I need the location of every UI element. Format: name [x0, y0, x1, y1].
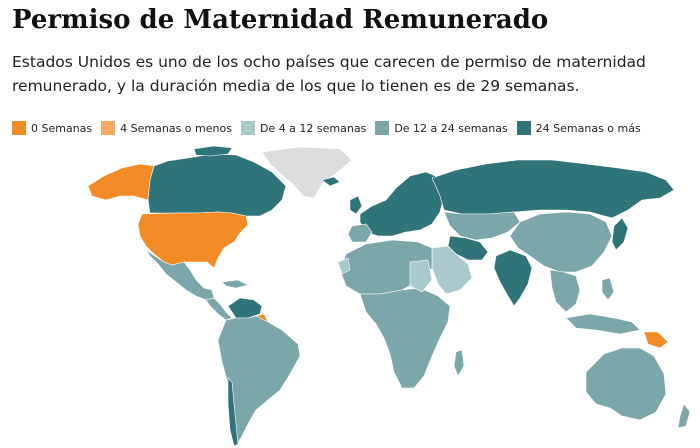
page-subtitle: Estados Unidos es uno de los ocho países… — [12, 53, 646, 95]
map-legend: 0 Semanas 4 Semanas o menos De 4 a 12 se… — [12, 120, 650, 136]
canada — [147, 153, 287, 217]
legend-swatch-24-plus — [516, 121, 531, 135]
central-america — [205, 297, 233, 321]
papua-new-guinea — [643, 331, 669, 349]
world-map — [0, 140, 700, 448]
alaska — [87, 163, 155, 201]
united-states — [137, 211, 249, 269]
legend-item-24-plus: 24 Semanas o más — [516, 121, 641, 135]
legend-label-4-to-12: De 4 a 12 semanas — [259, 121, 367, 135]
russia — [431, 159, 675, 219]
greenland — [261, 146, 353, 199]
madagascar — [453, 349, 465, 377]
legend-label-24-plus: 24 Semanas o más — [535, 121, 641, 135]
legend-item-12-to-24: De 12 a 24 semanas — [375, 121, 508, 135]
philippines — [601, 277, 615, 301]
legend-label-0-weeks: 0 Semanas — [31, 121, 93, 135]
caribbean-islands — [221, 279, 249, 289]
australia — [585, 347, 667, 421]
legend-label-4-or-less: 4 Semanas o menos — [120, 121, 232, 135]
western-sahara — [337, 257, 351, 275]
iberian-peninsula — [347, 223, 373, 243]
arabian-peninsula — [431, 245, 473, 295]
legend-item-0-weeks: 0 Semanas — [12, 121, 92, 135]
china-mongolia — [509, 211, 613, 273]
india — [493, 249, 533, 307]
chile — [227, 377, 239, 447]
world-map-svg — [87, 145, 691, 447]
legend-swatch-12-to-24 — [375, 121, 390, 135]
legend-item-4-or-less: 4 Semanas o menos — [101, 121, 232, 135]
british-isles — [349, 195, 363, 215]
legend-swatch-4-to-12 — [240, 121, 255, 135]
legend-label-12-to-24: De 12 a 24 semanas — [394, 121, 508, 135]
iceland — [321, 176, 341, 187]
legend-swatch-4-or-less — [101, 121, 116, 135]
canada-arctic-islands — [193, 145, 233, 157]
east-africa-light — [409, 259, 433, 293]
legend-item-4-to-12: De 4 a 12 semanas — [240, 121, 367, 135]
central-asia — [443, 211, 521, 241]
page-title: Permiso de Maternidad Remunerado — [12, 5, 549, 35]
indonesia — [565, 313, 641, 335]
new-zealand — [677, 403, 691, 429]
legend-swatch-0-weeks — [12, 121, 26, 135]
europe — [359, 171, 445, 237]
sub-saharan-africa — [359, 287, 451, 389]
japan — [611, 217, 629, 251]
southeast-asia — [549, 269, 581, 313]
northern-south-america — [227, 297, 263, 319]
